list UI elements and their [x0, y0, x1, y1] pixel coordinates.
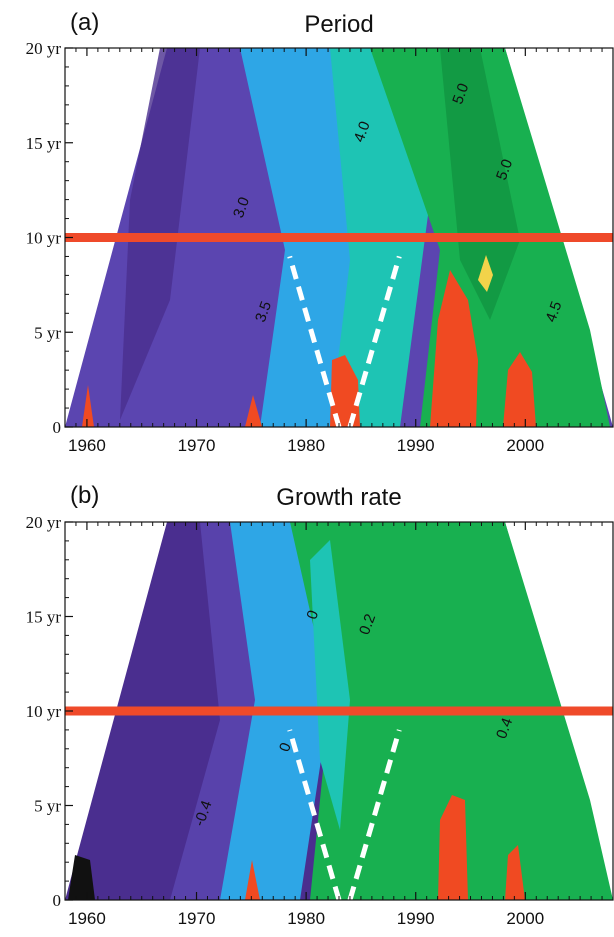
panel-a-region-yellow: [478, 255, 493, 292]
panel-a-contour-label-3: 4.0: [351, 119, 374, 144]
panel-a-y-tick-label-4: 15 yr: [26, 134, 62, 153]
panel-a-title: Period: [304, 11, 373, 38]
panel-a-region-red-5: [82, 385, 94, 427]
panel-a-x-axis: 1960 1970 1980 1990 2000: [64, 48, 614, 455]
panel-a-contour-label-1: 3.0: [230, 195, 253, 220]
panel-a-contour-label-5: 5.0: [493, 157, 516, 182]
panel-b-region-red-1: [438, 795, 468, 900]
panel-b-label: (b): [70, 482, 99, 509]
panel-b-dashed-line-1: [287, 729, 342, 900]
panel-b-x-tick-label-4: 1990: [397, 909, 435, 928]
panel-b-y-axis: 0 5 yr 10 yr 15 yr 20 yr: [26, 513, 73, 910]
panel-b-x-tick-label-3: 1980: [287, 909, 325, 928]
panel-a-y-tick-label-5: 20 yr: [26, 39, 62, 58]
panel-b-region-black: [68, 855, 95, 900]
panel-a-region-red-4: [245, 395, 262, 427]
panel-b-dashed-lines: [287, 729, 402, 900]
panel-a-y-tick-label-1: 0: [53, 418, 62, 437]
panel-a-dashed-line-2: [347, 255, 402, 427]
panel-b-y-tick-label-2: 5 yr: [34, 797, 61, 816]
panel-a-y-tick-label-2: 5 yr: [34, 323, 61, 342]
panel-b-region-red-2: [505, 845, 525, 900]
panel-b-y-tick-label-1: 0: [53, 891, 62, 910]
panel-a: (a) Period 3.0 3.5 4.0 5.0 5.0 4.5 0 5 yr 10 yr…: [26, 9, 614, 455]
panel-a-contour-label-4: 5.0: [449, 81, 472, 106]
panel-a-label: (a): [70, 9, 99, 36]
panel-b-region-red-3: [245, 860, 260, 900]
panel-a-region-green-dark: [440, 48, 520, 320]
panel-b-x-axis: 1960 1970 1980 1990 2000: [64, 522, 614, 928]
panel-b-dashed-line-2: [347, 729, 402, 900]
panel-a-region-red-2: [430, 270, 478, 427]
panel-a-plot-area: 3.0 3.5 4.0 5.0 5.0 4.5: [65, 48, 613, 427]
panel-a-x-tick-label-3: 1980: [287, 436, 325, 455]
panel-a-region-red-1: [330, 355, 360, 427]
panel-a-x-tick-label-2: 1970: [178, 436, 216, 455]
panel-a-y-axis: 0 5 yr 10 yr 15 yr 20 yr: [26, 39, 73, 437]
panel-a-x-tick-label-4: 1990: [397, 436, 435, 455]
panel-b-y-tick-label-4: 15 yr: [26, 608, 62, 627]
panel-a-dashed-lines: [287, 255, 402, 427]
panel-b-contour-label-2: 0.2: [356, 612, 379, 637]
panel-a-x-tick-label-5: 2000: [506, 436, 544, 455]
panel-b-contour-label-5: 0.4: [493, 716, 516, 741]
panel-a-contour-labels: 3.0 3.5 4.0 5.0 5.0 4.5: [230, 81, 565, 324]
panel-a-x-tick-label-1: 1960: [68, 436, 106, 455]
panel-a-dashed-line-1: [287, 255, 342, 427]
panel-a-region-red-3: [503, 352, 536, 427]
panel-b-plot-area: 0 0.20-0.40.4: [65, 522, 613, 900]
panel-b-x-tick-label-2: 1970: [178, 909, 216, 928]
panel-b-x-tick-label-1: 1960: [68, 909, 106, 928]
panel-b-title: Growth rate: [276, 484, 401, 511]
panel-b-y-tick-label-5: 20 yr: [26, 513, 62, 532]
panel-a-contour-label-2: 3.5: [252, 299, 275, 324]
panel-a-y-tick-label-3: 10 yr: [26, 229, 62, 248]
panel-b-y-tick-label-3: 10 yr: [26, 702, 62, 721]
panel-b-region-teal: [310, 540, 350, 830]
panel-b-x-tick-label-5: 2000: [506, 909, 544, 928]
panel-a-contour-label-6: 4.5: [542, 299, 565, 324]
